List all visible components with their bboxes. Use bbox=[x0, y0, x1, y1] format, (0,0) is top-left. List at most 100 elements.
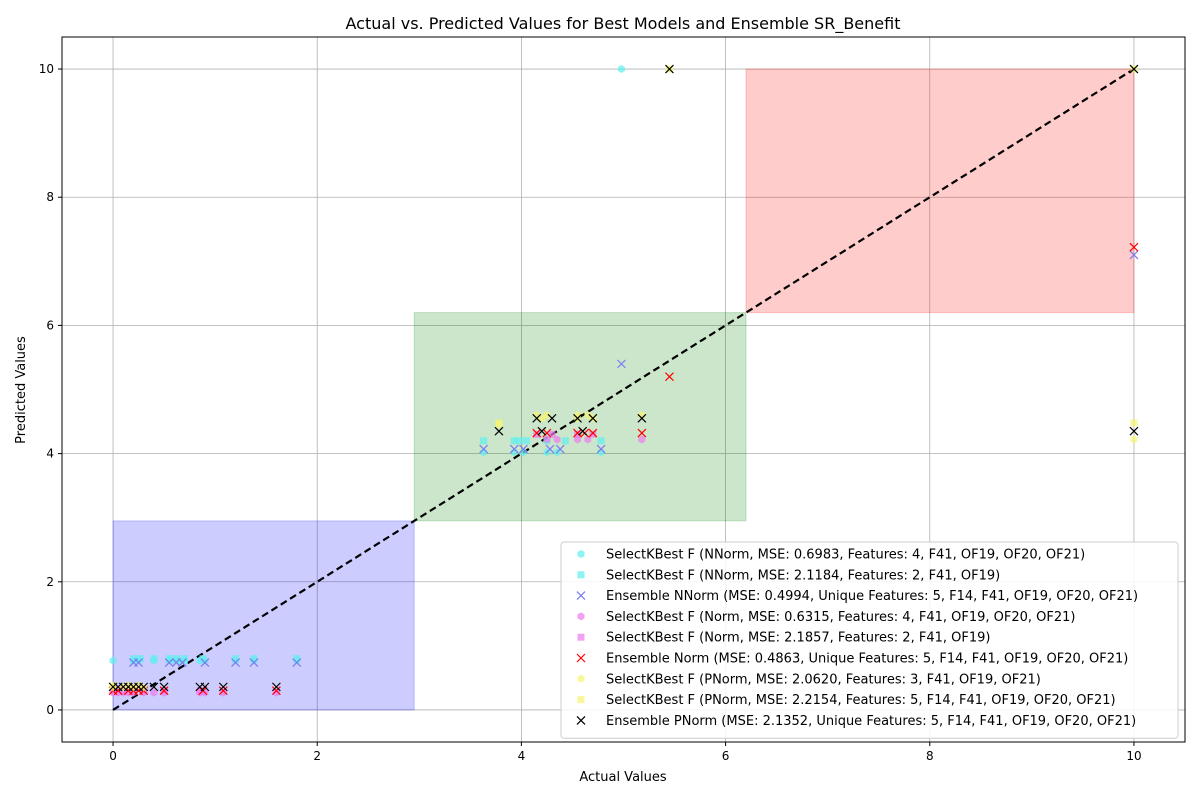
x-stroke bbox=[249, 658, 259, 667]
data-point bbox=[1130, 419, 1138, 427]
data-point bbox=[532, 413, 542, 423]
data-point bbox=[515, 437, 523, 445]
x-stroke bbox=[537, 426, 547, 436]
data-point bbox=[292, 658, 302, 667]
x-stroke bbox=[573, 428, 582, 438]
data-point bbox=[159, 686, 169, 696]
legend-marker bbox=[576, 715, 586, 725]
x-stroke bbox=[159, 686, 169, 696]
x-stroke bbox=[637, 413, 647, 423]
data-point bbox=[555, 444, 565, 454]
data-point bbox=[109, 656, 117, 665]
data-point bbox=[200, 658, 210, 667]
x-stroke bbox=[555, 444, 565, 454]
data-point bbox=[272, 688, 280, 697]
x-tick-label: 10 bbox=[1126, 749, 1141, 763]
data-point bbox=[150, 688, 158, 697]
data-point bbox=[1130, 435, 1138, 444]
legend-marker bbox=[577, 696, 585, 704]
data-point bbox=[573, 428, 582, 438]
data-point bbox=[665, 64, 674, 74]
data-point bbox=[218, 682, 228, 692]
data-point bbox=[271, 686, 281, 696]
x-stroke bbox=[532, 413, 542, 423]
data-point bbox=[542, 428, 552, 438]
data-point bbox=[509, 444, 519, 454]
data-point bbox=[479, 444, 489, 454]
data-point bbox=[597, 437, 605, 445]
legend-marker bbox=[576, 653, 586, 663]
x-stroke bbox=[637, 428, 647, 438]
x-stroke bbox=[218, 682, 228, 692]
plot-frame bbox=[61, 36, 1186, 743]
grid bbox=[62, 37, 1185, 742]
x-stroke bbox=[231, 658, 240, 667]
legend-entry: Ensemble PNorm (MSE: 2.1352, Unique Feat… bbox=[606, 714, 1136, 729]
shaded-region bbox=[745, 68, 1135, 314]
x-axis-label: Actual Values bbox=[579, 770, 667, 785]
x-stroke bbox=[588, 428, 598, 438]
data-point bbox=[232, 655, 240, 663]
y-tick-label: 8 bbox=[46, 190, 54, 204]
x-stroke bbox=[479, 444, 489, 454]
y-axis-label: Predicted Values bbox=[14, 336, 29, 444]
x-stroke bbox=[1129, 426, 1139, 436]
x-stroke bbox=[271, 682, 281, 692]
data-point bbox=[164, 658, 174, 667]
data-point bbox=[1129, 64, 1139, 74]
data-point bbox=[618, 65, 625, 73]
x-stroke bbox=[578, 426, 588, 436]
legend-entry: SelectKBest F (PNorm, MSE: 2.2154, Featu… bbox=[606, 693, 1116, 708]
x-stroke bbox=[200, 658, 210, 667]
data-point bbox=[573, 413, 582, 423]
data-point bbox=[589, 430, 597, 438]
x-stroke bbox=[547, 413, 557, 423]
legend-entry: SelectKBest F (PNorm, MSE: 2.0620, Featu… bbox=[606, 672, 1041, 687]
data-point bbox=[519, 444, 528, 454]
x-stroke bbox=[519, 444, 528, 454]
y-tick-label: 4 bbox=[46, 447, 54, 461]
x-stroke bbox=[573, 413, 582, 423]
data-point bbox=[135, 682, 143, 690]
x-stroke bbox=[617, 359, 626, 369]
data-point bbox=[178, 658, 187, 667]
x-stroke bbox=[200, 682, 210, 692]
x-tick-label: 6 bbox=[722, 749, 730, 763]
data-point bbox=[181, 655, 189, 663]
data-point bbox=[1129, 250, 1139, 260]
data-point bbox=[588, 413, 598, 423]
x-stroke bbox=[1129, 250, 1139, 260]
legend-marker bbox=[577, 550, 585, 558]
data-point bbox=[533, 430, 541, 438]
data-point bbox=[1129, 426, 1139, 436]
data-point bbox=[109, 682, 117, 690]
data-point bbox=[532, 428, 542, 438]
x-stroke bbox=[271, 686, 281, 696]
x-stroke bbox=[576, 715, 586, 725]
x-stroke bbox=[134, 658, 143, 667]
data-point bbox=[617, 359, 626, 369]
reference-line bbox=[112, 68, 1135, 711]
legend-entry: SelectKBest F (NNorm, MSE: 0.6983, Featu… bbox=[606, 548, 1085, 563]
x-tick-label: 8 bbox=[926, 749, 934, 763]
x-stroke bbox=[665, 372, 674, 382]
data-point bbox=[231, 658, 240, 667]
data-point bbox=[510, 437, 518, 445]
y-tick-label: 6 bbox=[46, 318, 54, 332]
legend-marker bbox=[577, 674, 585, 683]
x-stroke bbox=[218, 686, 228, 696]
data-point bbox=[129, 655, 137, 663]
y-tick-label: 2 bbox=[46, 575, 54, 589]
legend-entry: Ensemble Norm (MSE: 0.4863, Unique Featu… bbox=[606, 652, 1128, 667]
x-stroke bbox=[665, 64, 674, 74]
data-point bbox=[537, 426, 547, 436]
x-tick-label: 0 bbox=[109, 749, 117, 763]
data-point bbox=[249, 658, 259, 667]
data-point bbox=[172, 655, 180, 663]
legend: SelectKBest F (NNorm, MSE: 0.6983, Featu… bbox=[560, 541, 1179, 739]
legend-entry: SelectKBest F (Norm, MSE: 2.1857, Featur… bbox=[606, 631, 990, 646]
legend-entry: Ensemble NNorm (MSE: 0.4994, Unique Feat… bbox=[606, 589, 1138, 604]
legend-entry: SelectKBest F (NNorm, MSE: 2.1184, Featu… bbox=[606, 568, 1000, 583]
data-point bbox=[574, 430, 582, 438]
